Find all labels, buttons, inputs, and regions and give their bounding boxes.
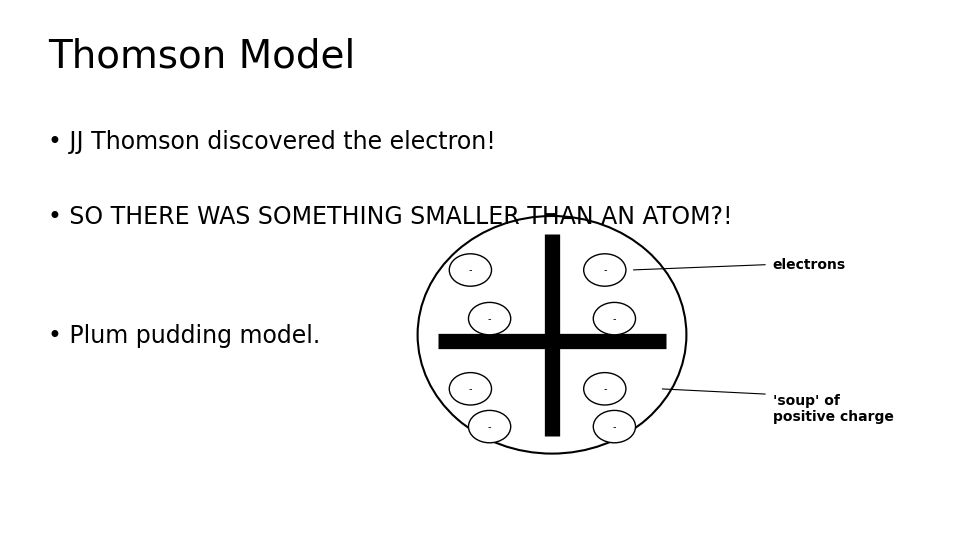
Ellipse shape xyxy=(449,254,492,286)
Ellipse shape xyxy=(449,373,492,405)
Text: -: - xyxy=(468,265,472,275)
Text: Thomson Model: Thomson Model xyxy=(48,38,355,76)
Ellipse shape xyxy=(593,410,636,443)
Text: -: - xyxy=(603,265,607,275)
Text: • Plum pudding model.: • Plum pudding model. xyxy=(48,324,321,348)
Text: • JJ Thomson discovered the electron!: • JJ Thomson discovered the electron! xyxy=(48,130,496,153)
Text: 'soup' of
positive charge: 'soup' of positive charge xyxy=(773,394,894,424)
Text: -: - xyxy=(488,422,492,431)
Text: -: - xyxy=(603,384,607,394)
Text: -: - xyxy=(488,314,492,323)
Text: -: - xyxy=(468,384,472,394)
Text: electrons: electrons xyxy=(773,258,846,272)
Ellipse shape xyxy=(468,302,511,335)
Text: -: - xyxy=(612,422,616,431)
Ellipse shape xyxy=(468,410,511,443)
Ellipse shape xyxy=(584,254,626,286)
Text: -: - xyxy=(612,314,616,323)
Ellipse shape xyxy=(418,216,686,454)
Ellipse shape xyxy=(593,302,636,335)
Ellipse shape xyxy=(584,373,626,405)
Text: • SO THERE WAS SOMETHING SMALLER THAN AN ATOM?!: • SO THERE WAS SOMETHING SMALLER THAN AN… xyxy=(48,205,732,229)
